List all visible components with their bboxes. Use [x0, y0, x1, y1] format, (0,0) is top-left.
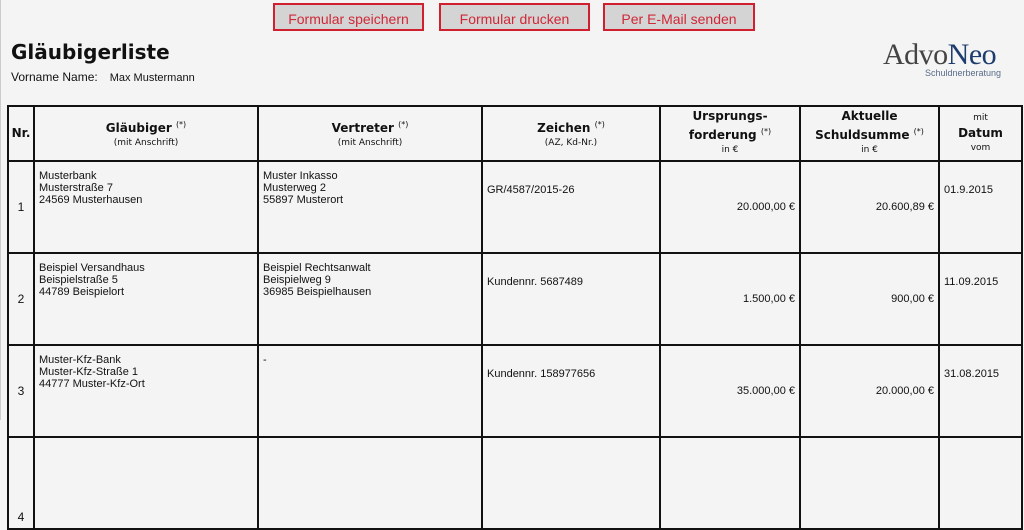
header-vertreter: Vertreter (*) (mit Anschrift) [257, 105, 483, 162]
table-row: 3 Muster-Kfz-Bank Muster-Kfz-Straße 1 4477… [7, 344, 1023, 438]
representative-cell[interactable]: Muster Inkasso Musterweg 2 55897 Musterort [257, 160, 483, 254]
date-cell[interactable] [938, 436, 1023, 530]
header-aktuell: Aktuelle Schuldsumme (*) in € [799, 105, 940, 162]
name-value[interactable]: Max Mustermann [109, 72, 195, 84]
row-number: 2 [7, 252, 35, 346]
date-cell[interactable]: 31.08.2015 [938, 344, 1023, 438]
header-nr: Nr. [7, 105, 35, 162]
creditor-table: Nr. Gläubiger (*) (mit Anschrift) Vertret… [7, 105, 1023, 530]
representative-cell[interactable] [257, 436, 483, 530]
creditor-cell[interactable]: Muster-Kfz-Bank Muster-Kfz-Straße 1 44777 … [33, 344, 259, 438]
date-cell[interactable]: 11.09.2015 [938, 252, 1023, 346]
reference-cell[interactable] [481, 436, 661, 530]
header-datum: mit Datum vom [938, 105, 1023, 162]
reference-cell[interactable]: Kundennr. 158977656 [481, 344, 661, 438]
reference-cell[interactable]: GR/4587/2015-26 [481, 160, 661, 254]
logo-subtitle: Schuldnerberatung [925, 68, 1002, 78]
row-number: 3 [7, 344, 35, 438]
creditor-cell[interactable]: Musterbank Musterstraße 7 24569 Musterhaus… [33, 160, 259, 254]
creditor-cell[interactable] [33, 436, 259, 530]
original-claim-cell[interactable]: 20.000,00 € [659, 160, 801, 254]
original-claim-cell[interactable]: 1.500,00 € [659, 252, 801, 346]
email-form-button[interactable]: Per E-Mail senden [603, 3, 755, 31]
original-claim-cell[interactable]: 35.000,00 € [659, 344, 801, 438]
current-debt-cell[interactable]: 900,00 € [799, 252, 940, 346]
row-number: 1 [7, 160, 35, 254]
header-row: Nr. Gläubiger (*) (mit Anschrift) Vertret… [7, 105, 1023, 162]
representative-cell[interactable]: Beispiel Rechtsanwalt Beispielweg 9 36985 … [257, 252, 483, 346]
row-number: 4 [7, 436, 35, 530]
name-row: Vorname Name: Max Mustermann [11, 70, 195, 84]
date-cell[interactable]: 01.9.2015 [938, 160, 1023, 254]
table-row: 4 [7, 436, 1023, 530]
header-ursprung: Ursprungs-forderung (*) in € [659, 105, 801, 162]
representative-cell[interactable]: - [257, 344, 483, 438]
table-row: 2 Beispiel Versandhaus Beispielstraße 5 44… [7, 252, 1023, 346]
current-debt-cell[interactable]: 20.000,00 € [799, 344, 940, 438]
header-zeichen: Zeichen (*) (AZ, Kd-Nr.) [481, 105, 661, 162]
table-row: 1 Musterbank Musterstraße 7 24569 Musterha… [7, 160, 1023, 254]
current-debt-cell[interactable] [799, 436, 940, 530]
advoneo-logo: AdvoNeo [883, 38, 997, 71]
save-form-button[interactable]: Formular speichern [273, 3, 424, 31]
creditor-cell[interactable]: Beispiel Versandhaus Beispielstraße 5 4478… [33, 252, 259, 346]
print-form-button[interactable]: Formular drucken [439, 3, 590, 31]
reference-cell[interactable]: Kundennr. 5687489 [481, 252, 661, 346]
header-glaeubiger: Gläubiger (*) (mit Anschrift) [33, 105, 259, 162]
name-label: Vorname Name: [11, 70, 98, 84]
page-title: Gläubigerliste [11, 40, 170, 64]
original-claim-cell[interactable] [659, 436, 801, 530]
current-debt-cell[interactable]: 20.600,89 € [799, 160, 940, 254]
